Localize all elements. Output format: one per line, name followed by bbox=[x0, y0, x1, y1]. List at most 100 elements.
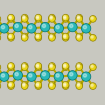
Circle shape bbox=[64, 36, 66, 38]
Circle shape bbox=[8, 33, 14, 40]
Circle shape bbox=[0, 24, 9, 33]
Circle shape bbox=[21, 14, 28, 21]
Circle shape bbox=[23, 36, 25, 38]
Circle shape bbox=[9, 17, 11, 19]
Circle shape bbox=[36, 64, 39, 66]
Circle shape bbox=[21, 33, 28, 40]
Circle shape bbox=[91, 36, 93, 38]
Circle shape bbox=[29, 74, 32, 77]
Circle shape bbox=[9, 64, 11, 66]
Circle shape bbox=[76, 34, 83, 41]
Circle shape bbox=[21, 81, 28, 88]
Circle shape bbox=[21, 83, 28, 89]
Circle shape bbox=[64, 64, 66, 66]
Circle shape bbox=[62, 83, 69, 89]
Circle shape bbox=[15, 73, 18, 76]
Circle shape bbox=[0, 83, 1, 89]
Circle shape bbox=[21, 64, 28, 71]
Circle shape bbox=[50, 83, 52, 85]
Circle shape bbox=[13, 22, 23, 32]
Circle shape bbox=[64, 65, 66, 68]
Circle shape bbox=[91, 65, 93, 68]
Circle shape bbox=[8, 83, 14, 89]
Circle shape bbox=[54, 24, 64, 33]
Circle shape bbox=[36, 36, 39, 38]
Circle shape bbox=[49, 34, 55, 41]
Circle shape bbox=[49, 16, 55, 22]
Circle shape bbox=[68, 71, 77, 80]
Circle shape bbox=[56, 26, 59, 29]
Circle shape bbox=[77, 83, 80, 85]
Circle shape bbox=[49, 64, 55, 71]
Circle shape bbox=[90, 83, 96, 89]
Circle shape bbox=[90, 64, 96, 71]
Circle shape bbox=[49, 33, 55, 40]
Circle shape bbox=[76, 33, 83, 40]
Circle shape bbox=[77, 65, 80, 68]
Circle shape bbox=[77, 36, 80, 38]
Circle shape bbox=[49, 83, 55, 89]
Circle shape bbox=[64, 35, 66, 37]
Circle shape bbox=[77, 16, 80, 18]
Circle shape bbox=[50, 65, 52, 68]
Circle shape bbox=[23, 65, 25, 68]
Circle shape bbox=[21, 63, 28, 69]
Circle shape bbox=[36, 35, 39, 37]
Circle shape bbox=[35, 14, 42, 21]
Circle shape bbox=[36, 17, 39, 19]
Circle shape bbox=[9, 16, 11, 18]
Circle shape bbox=[8, 81, 14, 88]
Circle shape bbox=[36, 84, 39, 86]
Circle shape bbox=[35, 16, 42, 22]
Circle shape bbox=[23, 16, 25, 18]
Circle shape bbox=[27, 72, 36, 81]
Circle shape bbox=[62, 63, 69, 69]
Circle shape bbox=[90, 16, 96, 22]
Circle shape bbox=[76, 81, 83, 88]
Circle shape bbox=[42, 73, 46, 76]
Circle shape bbox=[68, 22, 77, 32]
Circle shape bbox=[29, 26, 32, 29]
Circle shape bbox=[0, 72, 9, 81]
Circle shape bbox=[76, 63, 83, 69]
Circle shape bbox=[9, 65, 11, 68]
Circle shape bbox=[9, 35, 11, 37]
Circle shape bbox=[62, 14, 69, 21]
Circle shape bbox=[50, 64, 52, 66]
Circle shape bbox=[23, 17, 25, 19]
Circle shape bbox=[81, 24, 91, 33]
Circle shape bbox=[23, 84, 25, 86]
Circle shape bbox=[91, 84, 93, 86]
Circle shape bbox=[49, 81, 55, 88]
Circle shape bbox=[83, 74, 87, 77]
Circle shape bbox=[35, 81, 42, 88]
Circle shape bbox=[50, 84, 52, 86]
Circle shape bbox=[49, 14, 55, 21]
Circle shape bbox=[62, 81, 69, 88]
Circle shape bbox=[49, 63, 55, 69]
Circle shape bbox=[23, 35, 25, 37]
Circle shape bbox=[76, 16, 83, 22]
Circle shape bbox=[23, 64, 25, 66]
Circle shape bbox=[0, 16, 1, 22]
Circle shape bbox=[64, 84, 66, 86]
Circle shape bbox=[0, 64, 1, 71]
Circle shape bbox=[9, 36, 11, 38]
Circle shape bbox=[62, 16, 69, 22]
Circle shape bbox=[8, 63, 14, 69]
Circle shape bbox=[35, 34, 42, 41]
Circle shape bbox=[35, 33, 42, 40]
Circle shape bbox=[76, 83, 83, 89]
Circle shape bbox=[8, 64, 14, 71]
Circle shape bbox=[77, 35, 80, 37]
Circle shape bbox=[54, 72, 64, 81]
Circle shape bbox=[9, 83, 11, 85]
Circle shape bbox=[91, 17, 93, 19]
Circle shape bbox=[1, 74, 5, 77]
Circle shape bbox=[77, 84, 80, 86]
Circle shape bbox=[90, 34, 96, 41]
Circle shape bbox=[70, 24, 73, 28]
Circle shape bbox=[64, 16, 66, 18]
Circle shape bbox=[0, 34, 1, 41]
Circle shape bbox=[50, 35, 52, 37]
